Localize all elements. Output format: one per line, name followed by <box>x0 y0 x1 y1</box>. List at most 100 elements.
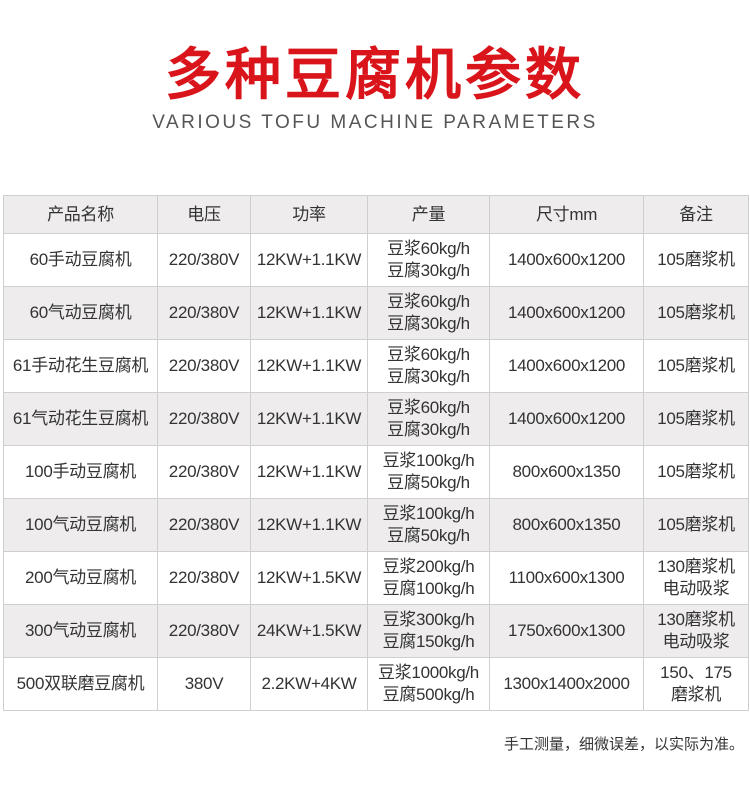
cell-size: 1400x600x1200 <box>489 392 644 446</box>
header-output: 产量 <box>367 195 490 234</box>
cell-name-text: 60气动豆腐机 <box>29 303 132 322</box>
cell-voltage: 220/380V <box>157 286 251 340</box>
cell-output-text: 豆腐500kg/h <box>382 685 475 704</box>
cell-voltage: 220/380V <box>157 339 251 393</box>
cell-remark-text: 130磨浆机 <box>657 557 735 576</box>
cell-size-text: 1750x600x1300 <box>507 621 626 640</box>
cell-voltage: 220/380V <box>157 498 251 552</box>
cell-name: 60气动豆腐机 <box>3 286 158 340</box>
table-row: 500双联磨豆腐机 380V 2.2KW+4KW 豆浆1000kg/h 豆腐500kg/… <box>3 657 749 711</box>
cell-remark-text: 电动吸浆 <box>662 632 730 651</box>
cell-name-text: 200气动豆腐机 <box>25 568 136 587</box>
cell-remark: 130磨浆机 电动吸浆 <box>643 604 749 658</box>
cell-size: 1100x600x1300 <box>489 551 644 605</box>
cell-name: 60手动豆腐机 <box>3 233 158 287</box>
cell-remark-text: 150、175 <box>660 663 732 682</box>
cell-output-text: 豆浆60kg/h <box>387 345 470 364</box>
cell-voltage-text: 220/380V <box>168 250 240 269</box>
cell-power-text: 12KW+1.1KW <box>256 250 362 269</box>
cell-size-text: 1400x600x1200 <box>507 250 626 269</box>
cell-output: 豆浆60kg/h 豆腐30kg/h <box>367 286 490 340</box>
cell-power: 12KW+1.1KW <box>250 233 368 287</box>
cell-power-text: 2.2KW+4KW <box>261 674 357 693</box>
cell-remark-text: 105磨浆机 <box>657 515 735 534</box>
cell-output-text: 豆腐50kg/h <box>387 473 470 492</box>
cell-output-text: 豆腐30kg/h <box>387 314 470 333</box>
cell-name-text: 61手动花生豆腐机 <box>12 356 149 375</box>
cell-remark-text: 105磨浆机 <box>657 409 735 428</box>
cell-power-text: 24KW+1.5KW <box>256 621 362 640</box>
cell-voltage-text: 220/380V <box>168 356 240 375</box>
cell-voltage: 220/380V <box>157 445 251 499</box>
cell-name-text: 300气动豆腐机 <box>25 621 136 640</box>
cell-name: 61手动花生豆腐机 <box>3 339 158 393</box>
table-row: 60气动豆腐机 220/380V 12KW+1.1KW 豆浆60kg/h 豆腐30kg/… <box>3 286 749 340</box>
cell-output-text: 豆浆100kg/h <box>382 504 475 523</box>
cell-output-text: 豆腐30kg/h <box>387 261 470 280</box>
cell-remark: 105磨浆机 <box>643 339 749 393</box>
cell-size-text: 1300x1400x2000 <box>503 674 630 693</box>
cell-remark: 130磨浆机 电动吸浆 <box>643 551 749 605</box>
cell-voltage-text: 220/380V <box>168 303 240 322</box>
cell-output-text: 豆浆300kg/h <box>382 610 475 629</box>
header-voltage: 电压 <box>157 195 251 234</box>
cell-remark-text: 105磨浆机 <box>657 303 735 322</box>
cell-remark: 150、175 磨浆机 <box>643 657 749 711</box>
cell-remark: 105磨浆机 <box>643 286 749 340</box>
cell-power-text: 12KW+1.1KW <box>256 303 362 322</box>
cell-power: 12KW+1.1KW <box>250 339 368 393</box>
cell-output-text: 豆浆60kg/h <box>387 239 470 258</box>
cell-name: 200气动豆腐机 <box>3 551 158 605</box>
cell-power: 12KW+1.1KW <box>250 445 368 499</box>
header-name: 产品名称 <box>3 195 158 234</box>
cell-output: 豆浆300kg/h 豆腐150kg/h <box>367 604 490 658</box>
cell-power-text: 12KW+1.1KW <box>256 409 362 428</box>
table-row: 100手动豆腐机 220/380V 12KW+1.1KW 豆浆100kg/h 豆腐50k… <box>3 445 749 499</box>
cell-output-text: 豆浆100kg/h <box>382 451 475 470</box>
cell-power-text: 12KW+1.1KW <box>256 462 362 481</box>
cell-output: 豆浆200kg/h 豆腐100kg/h <box>367 551 490 605</box>
page-title: 多种豆腐机参数 <box>165 42 585 108</box>
cell-remark-text: 105磨浆机 <box>657 356 735 375</box>
cell-power: 12KW+1.1KW <box>250 286 368 340</box>
cell-output: 豆浆60kg/h 豆腐30kg/h <box>367 392 490 446</box>
cell-power: 12KW+1.1KW <box>250 498 368 552</box>
cell-power: 12KW+1.1KW <box>250 392 368 446</box>
table-row: 61手动花生豆腐机 220/380V 12KW+1.1KW 豆浆60kg/h 豆腐30k… <box>3 339 749 393</box>
cell-output-text: 豆浆60kg/h <box>387 292 470 311</box>
cell-size: 1400x600x1200 <box>489 339 644 393</box>
cell-name: 61气动花生豆腐机 <box>3 392 158 446</box>
cell-output-text: 豆浆1000kg/h <box>378 663 479 682</box>
header-remark: 备注 <box>643 195 749 234</box>
cell-power: 12KW+1.5KW <box>250 551 368 605</box>
cell-size: 1300x1400x2000 <box>489 657 644 711</box>
cell-voltage: 220/380V <box>157 604 251 658</box>
cell-name: 100手动豆腐机 <box>3 445 158 499</box>
cell-remark: 105磨浆机 <box>643 498 749 552</box>
cell-size: 800x600x1350 <box>489 498 644 552</box>
cell-output-text: 豆浆200kg/h <box>382 557 475 576</box>
cell-remark: 105磨浆机 <box>643 233 749 287</box>
cell-remark-text: 105磨浆机 <box>657 250 735 269</box>
cell-voltage-text: 220/380V <box>168 568 240 587</box>
cell-voltage-text: 220/380V <box>168 462 240 481</box>
cell-output: 豆浆1000kg/h 豆腐500kg/h <box>367 657 490 711</box>
cell-voltage: 220/380V <box>157 233 251 287</box>
cell-output-text: 豆腐30kg/h <box>387 420 470 439</box>
cell-voltage: 220/380V <box>157 551 251 605</box>
table-row: 60手动豆腐机 220/380V 12KW+1.1KW 豆浆60kg/h 豆腐30kg/… <box>3 233 749 287</box>
header-power: 功率 <box>250 195 368 234</box>
cell-name: 500双联磨豆腐机 <box>3 657 158 711</box>
cell-size-text: 1100x600x1300 <box>508 568 625 587</box>
table-row: 61气动花生豆腐机 220/380V 12KW+1.1KW 豆浆60kg/h 豆腐30k… <box>3 392 749 446</box>
cell-name-text: 500双联磨豆腐机 <box>16 674 145 693</box>
cell-name-text: 61气动花生豆腐机 <box>12 409 149 428</box>
cell-output-text: 豆腐100kg/h <box>382 579 475 598</box>
cell-output: 豆浆100kg/h 豆腐50kg/h <box>367 498 490 552</box>
cell-output: 豆浆60kg/h 豆腐30kg/h <box>367 233 490 287</box>
cell-size: 800x600x1350 <box>489 445 644 499</box>
cell-remark-text: 130磨浆机 <box>657 610 735 629</box>
cell-output: 豆浆100kg/h 豆腐50kg/h <box>367 445 490 499</box>
cell-size-text: 1400x600x1200 <box>507 356 626 375</box>
cell-power: 2.2KW+4KW <box>250 657 368 711</box>
